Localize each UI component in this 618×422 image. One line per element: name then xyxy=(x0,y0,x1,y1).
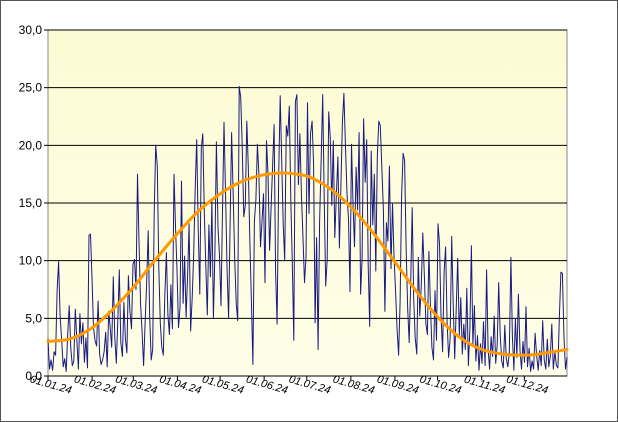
x-tick-label: 01.02.24 xyxy=(73,373,117,396)
y-tick-label: 0,0 xyxy=(25,369,42,383)
y-tick-label: 20,0 xyxy=(19,138,43,152)
x-tick-label: 01.11.24 xyxy=(463,374,507,397)
x-tick-label: 01.08.24 xyxy=(331,373,375,396)
daily-series-line xyxy=(47,86,568,372)
x-tick-label: 01.05.24 xyxy=(201,373,245,396)
x-tick-label: 01.03.24 xyxy=(114,373,158,396)
y-tick-label: 10,0 xyxy=(19,254,43,268)
y-tick-label: 30,0 xyxy=(19,23,43,37)
x-tick-label: 01.12.24 xyxy=(505,373,549,396)
x-tick-label: 01.10.24 xyxy=(418,373,462,396)
y-tick-label: 5,0 xyxy=(25,311,42,325)
x-tick-label: 01.07.24 xyxy=(287,373,331,396)
x-tick-label: 01.09.24 xyxy=(376,373,420,396)
y-axis-tick-labels: 0,0 5,0 10,0 15,0 20,0 25,0 30,0 xyxy=(19,23,48,383)
x-tick-label: 01.06.24 xyxy=(245,373,289,396)
y-tick-label: 15,0 xyxy=(19,196,43,210)
trend-series-line xyxy=(46,171,569,357)
x-tick-label: 01.01.24 xyxy=(29,373,73,396)
y-tick-label: 25,0 xyxy=(19,81,43,95)
series-group xyxy=(46,86,569,372)
x-tick-label: 01.04.24 xyxy=(158,373,202,396)
